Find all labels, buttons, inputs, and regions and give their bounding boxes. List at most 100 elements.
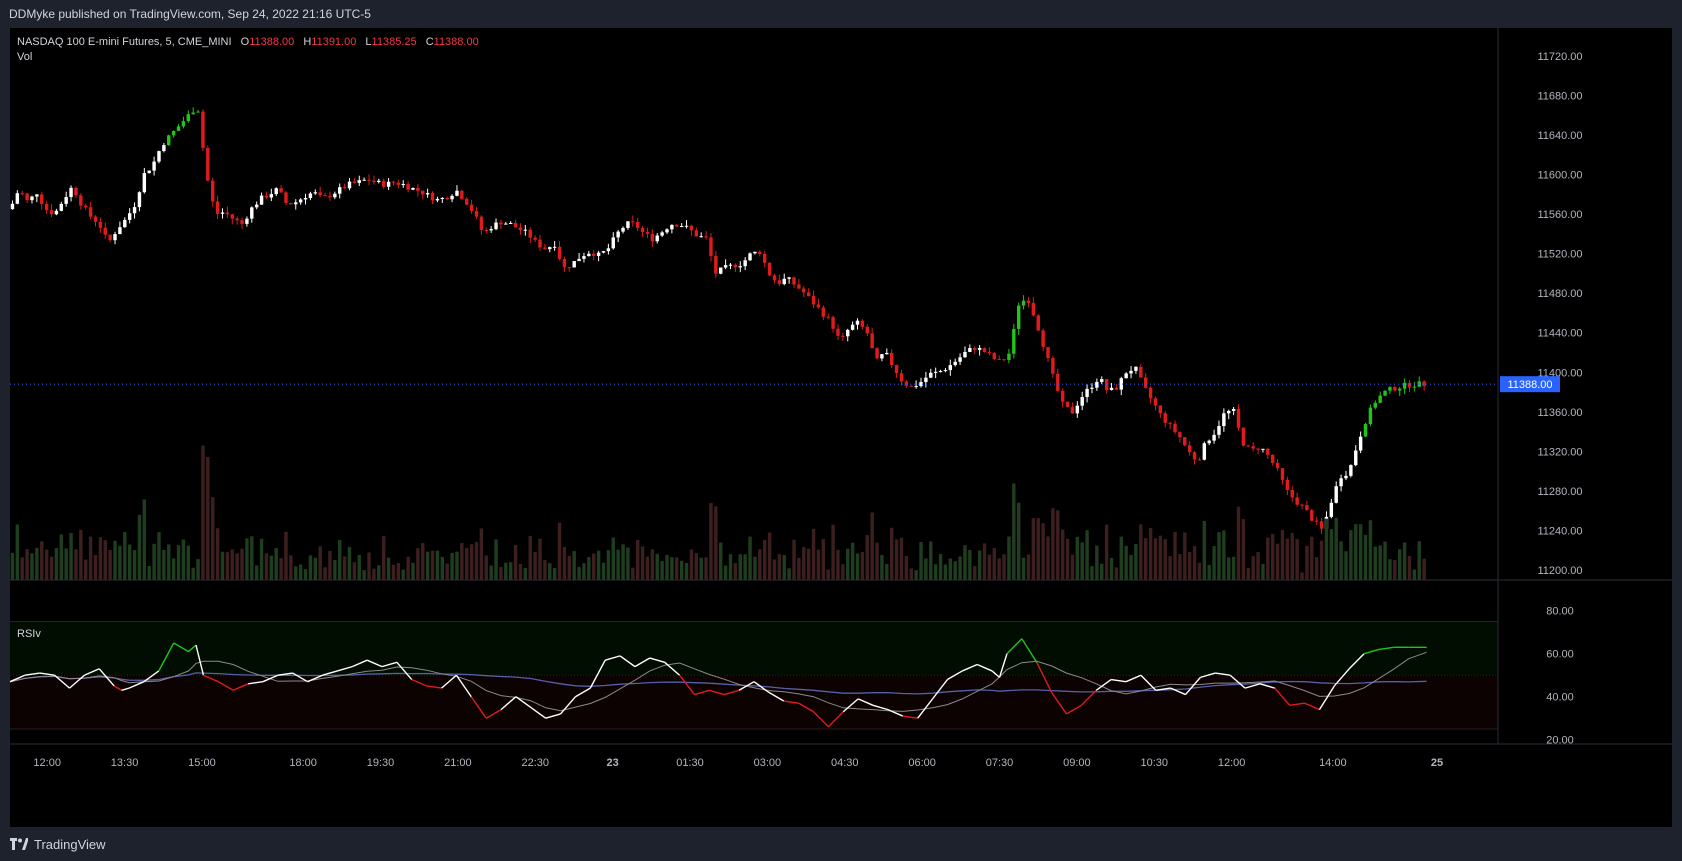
candle-body <box>1100 379 1104 382</box>
candle-body <box>689 225 694 231</box>
candle-body <box>1227 410 1231 414</box>
candle-body <box>196 111 200 113</box>
candle-body <box>59 203 63 211</box>
candle-body <box>596 252 601 256</box>
volume-bar <box>675 557 679 580</box>
volume-bar <box>1051 508 1055 580</box>
candle-body <box>631 221 635 223</box>
rsi-line-segment <box>1259 683 1275 689</box>
volume-bar <box>201 445 205 580</box>
close-label: C <box>425 36 434 48</box>
candle-body <box>298 199 303 203</box>
chart-area[interactable]: 11720.00 11680.00 11640.00 11600.00 11560.00… <box>10 28 1672 827</box>
candle-body <box>152 161 156 171</box>
current-price-tag <box>1500 376 1560 393</box>
candle-body <box>489 229 493 231</box>
volume-bar <box>1085 530 1089 580</box>
volume-bar <box>875 542 879 580</box>
candle-body <box>723 265 728 268</box>
volume-bar <box>704 557 708 580</box>
symbol-name[interactable]: NASDAQ 100 E-mini Futures, 5, CME_MINI <box>17 36 232 48</box>
candle-body <box>787 277 791 279</box>
volume-bar <box>787 568 791 580</box>
volume-bar <box>357 554 361 580</box>
rsi-line-segment <box>1111 678 1127 683</box>
volume-bar <box>694 553 699 580</box>
volume-bar <box>1344 551 1348 580</box>
candle-body <box>1168 422 1172 424</box>
candle-body <box>1354 450 1358 466</box>
rsi-line-segment <box>560 696 576 715</box>
volume-bar <box>831 524 835 580</box>
volume-bar <box>552 568 557 580</box>
volume-bar <box>352 562 357 580</box>
volume-bar <box>1158 535 1163 580</box>
candle-body <box>772 275 777 281</box>
volume-bar <box>562 547 567 580</box>
volume-bar <box>557 522 562 580</box>
candle-body <box>211 180 215 202</box>
candle-body <box>357 180 361 183</box>
candle-body <box>1388 387 1392 391</box>
volume-bar <box>1173 531 1177 580</box>
rsi-line-segment <box>203 674 219 683</box>
candle-body <box>54 210 59 215</box>
candle-body <box>889 352 894 365</box>
volume-bar <box>108 550 112 580</box>
volume-bar <box>147 566 151 580</box>
candle-body <box>44 203 49 211</box>
candle-body <box>176 126 181 131</box>
candle-body <box>362 179 366 181</box>
rsi-line-segment <box>768 691 785 702</box>
price-tick-label: 11360.00 <box>1537 407 1582 419</box>
rsi-line-segment <box>842 698 859 713</box>
candle-body <box>1266 448 1270 455</box>
volume-bar <box>30 553 34 580</box>
rsi-line-segment <box>322 670 338 676</box>
volume-bar <box>860 552 865 580</box>
rsi-line-segment <box>24 672 40 676</box>
volume-bar <box>103 540 107 580</box>
volume-legend[interactable]: Vol <box>17 51 33 63</box>
volume-bar <box>611 537 615 580</box>
candle-body <box>968 348 972 352</box>
rsi-line-segment <box>1229 674 1246 689</box>
candle-body <box>123 219 127 228</box>
candle-body <box>386 181 391 187</box>
candle-body <box>206 147 210 181</box>
candle-body <box>1275 462 1280 469</box>
candle-body <box>313 192 318 194</box>
volume-bar <box>425 551 430 580</box>
rsi-legend[interactable]: RSIv <box>17 628 41 640</box>
candle-body <box>533 237 537 240</box>
tradingview-logo[interactable]: TradingView <box>10 837 106 852</box>
candle-body <box>396 182 401 185</box>
volume-bar <box>88 536 93 580</box>
candle-body <box>948 365 953 371</box>
candle-body <box>264 195 269 198</box>
rsi-line-segment <box>84 668 100 676</box>
candle-body <box>1153 398 1158 406</box>
candle-body <box>1036 315 1040 331</box>
volume-bar <box>1412 569 1417 580</box>
volume-bar <box>1168 556 1172 580</box>
time-tick-label: 25 <box>1431 757 1443 769</box>
volume-bar <box>455 551 459 580</box>
volume-bar <box>328 550 332 580</box>
candle-body <box>953 361 957 366</box>
candle-body <box>435 198 440 201</box>
candle-body <box>758 251 762 254</box>
volume-bar <box>1016 502 1021 580</box>
candle-body <box>831 317 835 329</box>
volume-bar <box>626 547 630 580</box>
volume-bar <box>1280 530 1285 580</box>
volume-bar <box>93 555 98 580</box>
time-tick-label: 12:00 <box>1218 757 1246 769</box>
volume-bar <box>79 529 83 580</box>
rsi-line-segment <box>455 674 472 698</box>
time-tick-label: 22:30 <box>521 757 549 769</box>
chart-svg[interactable]: 11720.00 11680.00 11640.00 11600.00 11560.00… <box>10 28 1672 827</box>
candle-body <box>347 181 352 189</box>
candle-body <box>924 377 928 383</box>
rsi-line-segment <box>1021 638 1038 663</box>
